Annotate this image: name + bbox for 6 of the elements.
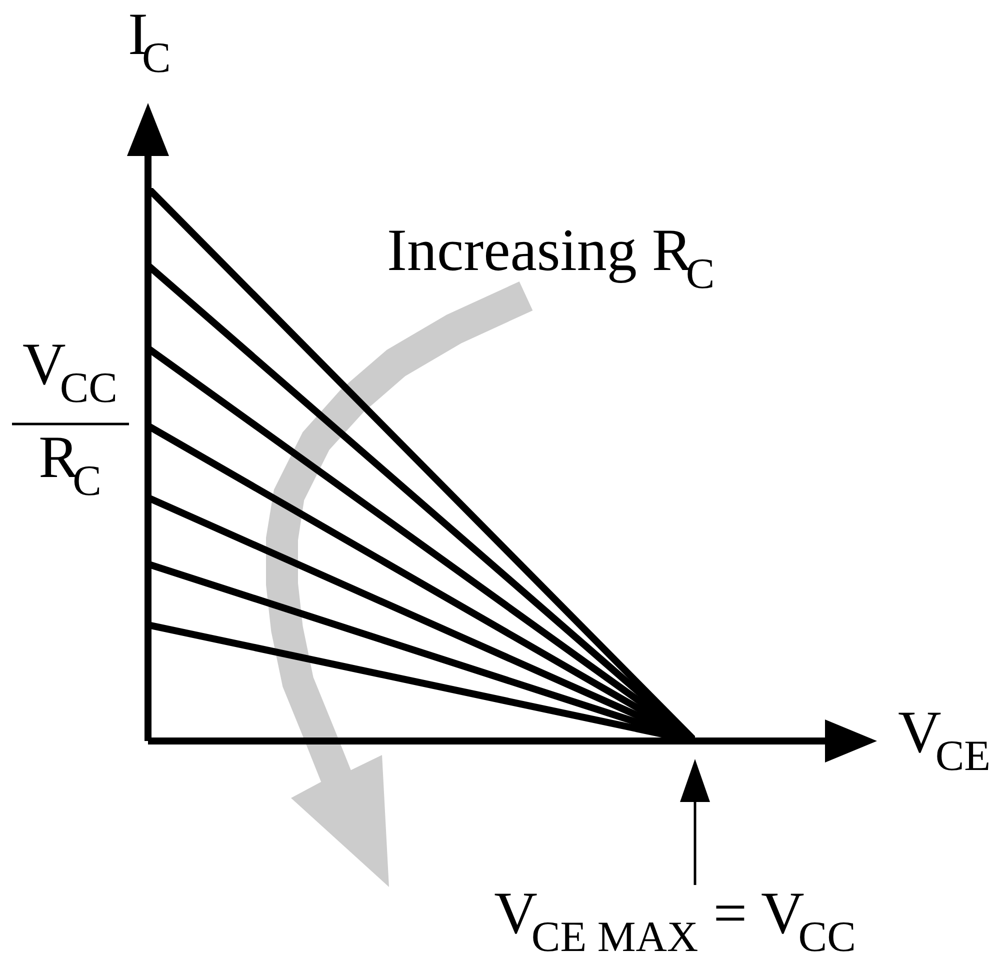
y-axis-title: I$_{C}$ [128, 1, 171, 82]
annotation: Increasing R$_{C}$ [387, 217, 715, 298]
text: V$_{CE MAX}$ = V$_{CC}$ [494, 880, 856, 956]
x-axis-title: V$_{CE}$ [898, 699, 991, 780]
text: R$_{C}$ [38, 424, 102, 505]
text: V$_{CC}$ [22, 331, 118, 412]
